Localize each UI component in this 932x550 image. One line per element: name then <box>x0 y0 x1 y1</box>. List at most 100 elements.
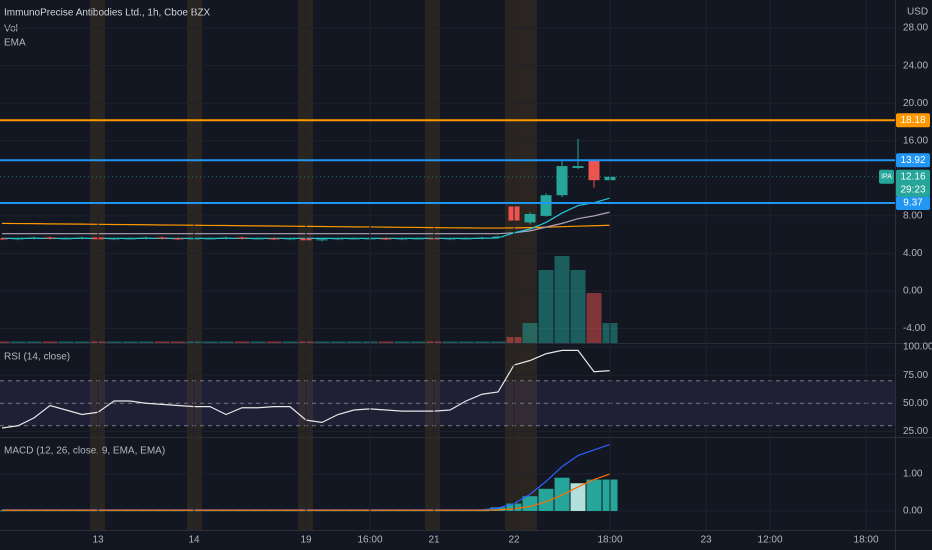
volume-bar <box>202 341 218 343</box>
pane <box>0 27 895 343</box>
volume-bar <box>330 341 346 343</box>
volume-bar <box>42 341 58 343</box>
price-label-box <box>896 153 930 168</box>
last-symbol-box <box>879 169 894 184</box>
volume-bar <box>234 341 250 343</box>
volume-bar <box>0 341 10 343</box>
candle-body <box>108 238 120 240</box>
candle-body <box>572 166 584 168</box>
histogram-bar <box>554 477 570 511</box>
candle-body <box>60 238 72 240</box>
volume-bar <box>314 341 330 343</box>
volume-bar <box>218 341 234 343</box>
volume-bar <box>442 341 458 343</box>
volume-bar <box>74 341 90 343</box>
candle-body <box>588 160 600 181</box>
volume-bar <box>250 341 266 343</box>
histogram-bar <box>522 496 538 511</box>
y-tick-label: 25.00 <box>903 426 928 437</box>
candle-body <box>28 237 40 239</box>
candle-body <box>380 238 392 240</box>
volume-bar <box>58 341 74 343</box>
volume-bar <box>154 341 170 343</box>
candle-body <box>76 237 88 239</box>
candle-body <box>172 238 184 240</box>
candle-body <box>284 238 296 240</box>
candle-body <box>476 237 488 239</box>
price-label: 9.37 <box>903 198 923 209</box>
session-band <box>298 0 313 530</box>
histogram-bar <box>586 479 602 511</box>
candle-body <box>540 195 552 216</box>
x-tick-label: 13 <box>92 535 104 546</box>
y-tick-label: 0.00 <box>903 286 923 297</box>
candle-body <box>252 238 264 240</box>
y-tick-label: 75.00 <box>903 370 928 381</box>
volume-bar <box>474 341 490 343</box>
pane <box>0 346 895 432</box>
candle-body <box>348 238 360 240</box>
volume-bar <box>106 341 122 343</box>
volume-bar <box>26 341 42 343</box>
candle-body <box>556 166 568 196</box>
volume-bar <box>122 341 138 343</box>
candle-body <box>124 238 136 240</box>
session-bands <box>90 0 537 530</box>
volume-bar <box>10 341 26 343</box>
session-band <box>505 0 537 530</box>
last-price-box <box>896 169 930 197</box>
candle-body <box>268 238 280 240</box>
candle-body <box>332 238 344 240</box>
x-tick-label: 18:00 <box>598 535 623 546</box>
volume-bar <box>266 341 282 343</box>
y-tick-label: 50.00 <box>903 398 928 409</box>
countdown: 29:23 <box>900 184 925 195</box>
x-tick-label: 14 <box>188 535 200 546</box>
y-tick-label: 16.00 <box>903 135 928 146</box>
volume-bar <box>282 341 298 343</box>
x-tick-label: 22 <box>508 535 520 546</box>
volume-bar <box>490 341 506 343</box>
price-label: 13.92 <box>900 155 925 166</box>
histogram-bar <box>570 483 586 511</box>
last-symbol: IPA <box>881 174 892 181</box>
last-price: 12.16 <box>900 171 925 182</box>
y-tick-label: 4.00 <box>903 248 923 259</box>
candle-body <box>412 238 424 240</box>
y-tick-label: -4.00 <box>903 323 926 334</box>
session-band <box>90 0 105 530</box>
histogram-bar <box>538 488 554 511</box>
legend-item: EMA <box>4 38 26 49</box>
candle-body <box>492 236 504 238</box>
volume-bar <box>394 341 410 343</box>
candle-body <box>444 238 456 240</box>
volume-bar <box>554 256 570 343</box>
pane-title: MACD (12, 26, close, 9, EMA, EMA) <box>4 446 165 457</box>
volume-bar <box>458 341 474 343</box>
candle-body <box>524 213 536 223</box>
volume-bar <box>570 270 586 343</box>
volume-bar <box>378 341 394 343</box>
price-label-box <box>896 113 930 128</box>
volume-bar <box>346 341 362 343</box>
candle-body <box>460 238 472 240</box>
candle-body <box>220 237 232 239</box>
candle-body <box>316 239 328 241</box>
chart-title: ImmunoPrecise Antibodies Ltd., 1h, Cboe … <box>4 8 211 19</box>
volume-bar <box>538 270 554 343</box>
price-label: 18.18 <box>900 115 925 126</box>
histogram-bar <box>490 507 506 511</box>
candle-body <box>0 238 8 240</box>
y-tick-label: 8.00 <box>903 211 923 222</box>
volume-bar <box>522 323 538 343</box>
candle-body <box>44 237 56 239</box>
candle-body <box>140 237 152 239</box>
x-tick-label: 18:00 <box>854 535 879 546</box>
x-tick-label: 19 <box>300 535 312 546</box>
candle-body <box>236 237 248 239</box>
y-tick-label: 100.00 <box>903 342 932 353</box>
pane-title: RSI (14, close) <box>4 352 70 363</box>
candle-body <box>12 238 24 240</box>
y-tick-label: 0.00 <box>903 506 923 517</box>
